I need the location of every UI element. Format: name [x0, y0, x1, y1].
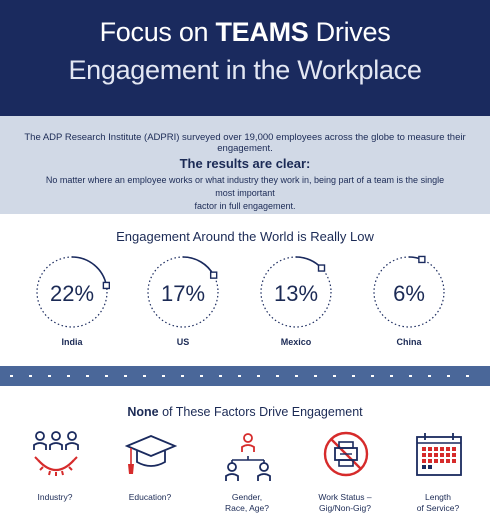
divider-dot — [124, 375, 127, 377]
section-divider — [0, 366, 490, 386]
no-printer-icon — [323, 431, 369, 477]
country-percent: 22% — [49, 281, 95, 306]
ring-progress-arc — [182, 256, 215, 276]
divider-dot — [333, 375, 336, 377]
title-line-1: Focus on TEAMS Drives — [99, 17, 391, 47]
people-group-icon — [225, 433, 271, 481]
country-name: India — [61, 337, 83, 347]
engagement-ring — [36, 256, 110, 328]
world-section-title: Engagement Around the World is Really Lo… — [116, 229, 374, 244]
divider-dot — [238, 375, 241, 377]
divider-dot — [48, 375, 51, 377]
factor-label: Industry? — [37, 492, 73, 502]
divider-dot — [181, 375, 184, 377]
country-percent: 6% — [393, 281, 425, 306]
divider-dot — [295, 375, 298, 377]
divider-dot — [105, 375, 108, 377]
ring-progress-arc — [295, 256, 323, 269]
country-name: China — [396, 337, 422, 347]
country-china: 6% China — [369, 254, 449, 354]
survey-text: The ADP Research Institute (ADPRI) surve… — [24, 132, 466, 154]
ring-end-marker — [317, 264, 326, 272]
country-mexico: 13% Mexico — [256, 254, 336, 354]
factor-item: Education? — [105, 430, 195, 522]
title-line-2: Engagement in the Workplace — [68, 55, 422, 85]
factor-label: Work Status – Gig/Non-Gig? — [318, 492, 372, 513]
divider-dot — [409, 375, 412, 377]
factor-label: Education? — [128, 492, 172, 502]
factor-item: Work Status – Gig/Non-Gig? — [300, 430, 390, 522]
country-percent: 13% — [273, 281, 319, 306]
ring-progress-arc — [71, 256, 108, 286]
country-name: Mexico — [280, 337, 312, 347]
divider-dot — [67, 375, 70, 377]
country-us: 17% US — [143, 254, 223, 354]
factor-item: Gender, Race, Age? — [202, 430, 292, 522]
ring-end-marker — [102, 281, 110, 290]
divider-dot — [390, 375, 393, 377]
divider-dot — [10, 375, 13, 377]
results-heading: The results are clear: — [179, 156, 311, 171]
divider-dot — [447, 375, 450, 377]
factor-item: Length of Service? — [393, 430, 483, 522]
divider-dot — [219, 375, 222, 377]
factor-label: Gender, Race, Age? — [225, 492, 269, 513]
divider-dot — [143, 375, 146, 377]
ring-end-marker — [209, 271, 218, 279]
country-name: US — [176, 337, 190, 347]
factor-item: Industry? — [10, 430, 100, 522]
divider-dot — [29, 375, 32, 377]
engagement-ring — [260, 256, 332, 328]
factors-title: None of These Factors Drive Engagement — [127, 405, 363, 419]
engagement-ring — [373, 255, 445, 328]
divider-dot — [428, 375, 431, 377]
divider-dot — [162, 375, 165, 377]
results-detail: No matter where an employee works or wha… — [45, 175, 445, 211]
country-percent: 17% — [160, 281, 206, 306]
calendar-icon — [416, 433, 462, 476]
divider-dot — [200, 375, 203, 377]
divider-dot — [466, 375, 469, 377]
header-banner: Focus on TEAMS Drives Engagement in the … — [0, 0, 490, 116]
divider-dot — [371, 375, 374, 377]
people-smile-icon — [33, 431, 79, 476]
divider-dot — [86, 375, 89, 377]
factor-label: Length of Service? — [416, 492, 460, 513]
ring-end-marker — [418, 255, 426, 264]
graduation-cap-icon — [125, 435, 177, 474]
divider-dots — [0, 375, 490, 377]
engagement-ring — [147, 256, 219, 328]
divider-dot — [352, 375, 355, 377]
divider-dot — [276, 375, 279, 377]
country-india: 22% India — [32, 254, 112, 354]
divider-dot — [314, 375, 317, 377]
intro-section: The ADP Research Institute (ADPRI) surve… — [0, 116, 490, 214]
divider-dot — [257, 375, 260, 377]
